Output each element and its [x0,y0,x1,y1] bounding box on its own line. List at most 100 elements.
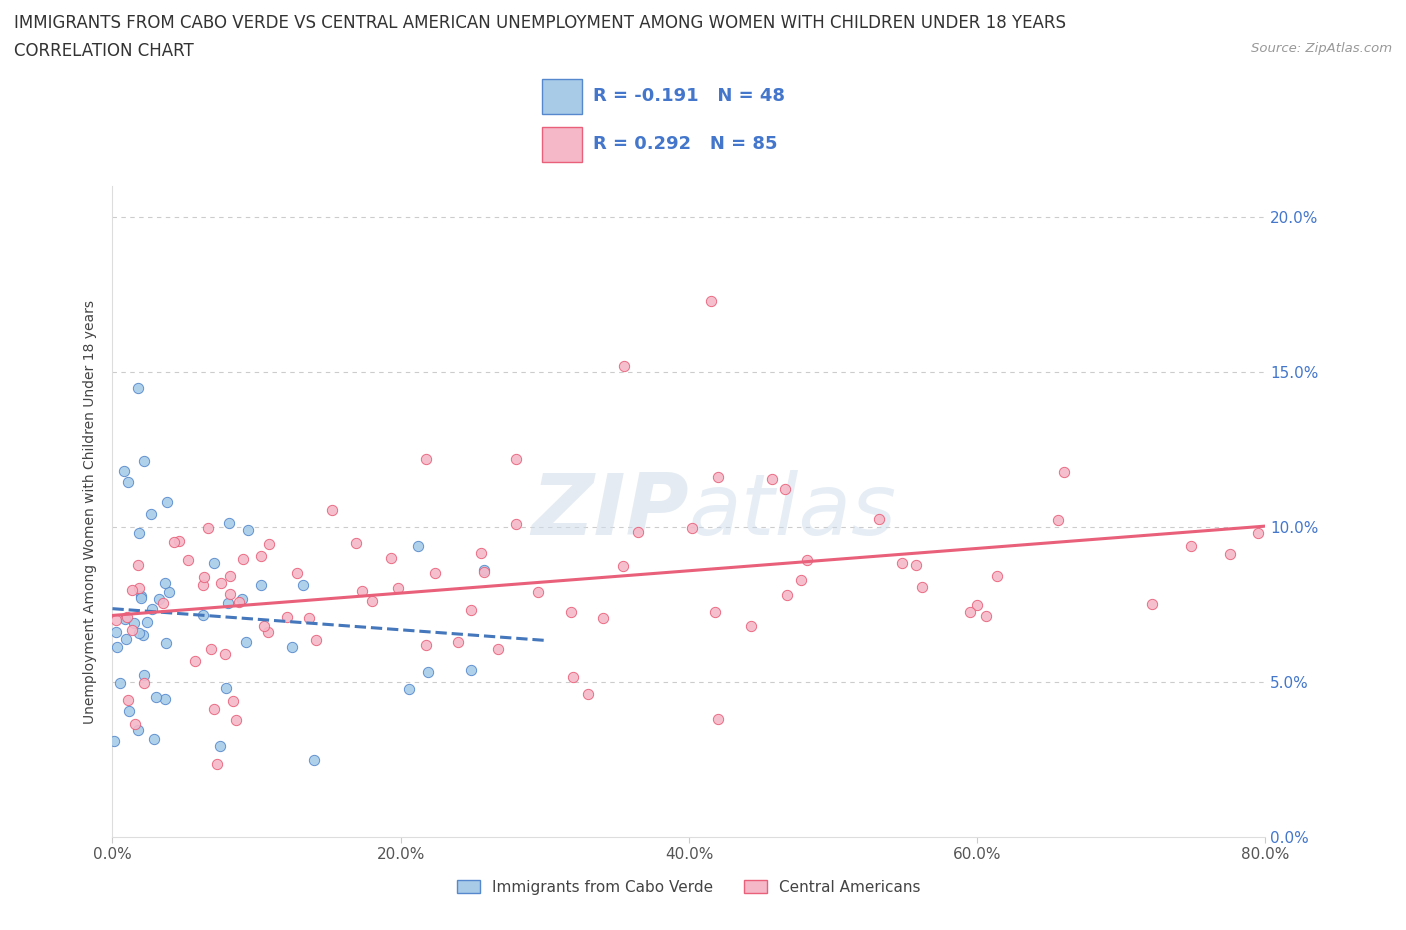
Point [141,602,163,617]
Point [344,536,367,551]
Point [114,611,136,626]
Point [285,565,308,580]
Point [868,512,890,526]
Point [105,640,128,655]
Point [121,623,143,638]
Point [472,563,495,578]
Point [124,615,146,630]
Text: ZIP: ZIP [531,470,689,553]
Point [1047,513,1070,528]
Point [380,551,402,565]
Point [1140,596,1163,611]
Point [148,592,170,607]
Point [184,654,207,669]
Point [112,464,135,479]
Point [105,625,128,640]
Y-axis label: Unemployment Among Women with Children Under 18 years: Unemployment Among Women with Children U… [83,299,97,724]
Point [415,638,437,653]
Point [298,610,321,625]
Point [139,506,162,521]
Point [218,568,240,583]
Point [291,578,314,592]
Point [986,568,1008,583]
Point [114,631,136,646]
Point [398,682,420,697]
Point [460,603,482,618]
Point [773,482,796,497]
Point [219,586,242,601]
Point [132,454,155,469]
Point [200,642,222,657]
FancyBboxPatch shape [541,79,582,113]
Point [132,668,155,683]
Point [129,591,152,605]
Point [776,588,799,603]
Point [152,595,174,610]
Point [163,534,186,549]
Point [1219,547,1241,562]
Text: atlas: atlas [689,470,897,553]
Point [191,607,214,622]
Point [128,581,150,596]
Point [416,664,439,679]
Point [117,475,139,490]
Point [613,358,636,373]
Point [304,752,326,767]
Point [208,738,231,753]
Point [127,558,149,573]
Point [128,525,150,540]
Point [108,676,131,691]
Point [406,538,429,553]
Point [153,691,176,706]
Point [231,591,253,606]
Point [1247,525,1270,540]
Point [143,732,166,747]
Point [214,646,236,661]
Point [423,565,446,580]
Point [527,584,550,599]
Point [117,693,139,708]
Point [127,723,149,737]
Point [225,712,247,727]
Point [117,609,139,624]
Point [460,663,482,678]
Point [305,632,328,647]
Point [156,495,179,510]
Legend: Immigrants from Cabo Verde, Central Americans: Immigrants from Cabo Verde, Central Amer… [451,873,927,901]
Point [681,521,703,536]
Point [217,595,239,610]
Point [131,589,153,604]
Point [488,642,510,657]
Point [136,615,159,630]
Point [505,517,527,532]
Point [472,565,495,579]
Point [276,610,298,625]
Point [177,552,200,567]
Text: IMMIGRANTS FROM CABO VERDE VS CENTRAL AMERICAN UNEMPLOYMENT AMONG WOMEN WITH CHI: IMMIGRANTS FROM CABO VERDE VS CENTRAL AM… [14,14,1066,32]
Point [155,635,177,650]
Point [191,578,214,592]
Point [627,525,650,539]
Point [966,597,988,612]
Point [352,584,374,599]
Point [132,675,155,690]
FancyBboxPatch shape [541,127,582,162]
Point [145,689,167,704]
Point [124,716,146,731]
Point [215,681,238,696]
Point [105,612,128,627]
Point [361,594,384,609]
Point [891,556,914,571]
Text: Source: ZipAtlas.com: Source: ZipAtlas.com [1251,42,1392,55]
Point [561,670,583,684]
Point [202,702,225,717]
Point [447,634,470,649]
Point [415,452,437,467]
Point [128,626,150,641]
Point [321,502,343,517]
Point [235,635,257,650]
Point [612,558,634,573]
Text: R = 0.292   N = 85: R = 0.292 N = 85 [593,136,778,153]
Point [250,578,273,592]
Point [222,694,245,709]
